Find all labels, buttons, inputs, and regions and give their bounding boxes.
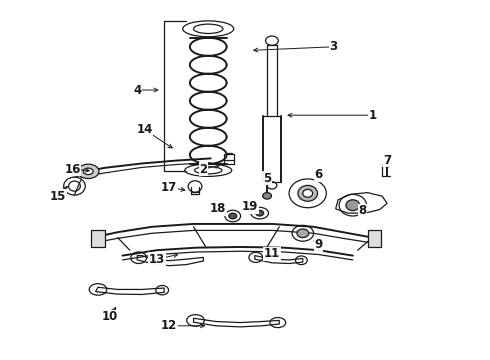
Text: 12: 12 — [161, 319, 177, 332]
Text: 3: 3 — [329, 40, 337, 53]
Text: 7: 7 — [383, 154, 391, 167]
Ellipse shape — [297, 229, 309, 238]
Ellipse shape — [298, 185, 318, 201]
Text: 4: 4 — [133, 84, 141, 96]
Text: 10: 10 — [102, 310, 119, 323]
Text: 13: 13 — [148, 253, 165, 266]
Text: 6: 6 — [315, 168, 322, 181]
Ellipse shape — [77, 164, 99, 179]
Text: 19: 19 — [242, 201, 258, 213]
Text: 5: 5 — [263, 172, 271, 185]
Ellipse shape — [256, 210, 264, 216]
Polygon shape — [368, 230, 381, 247]
Text: 18: 18 — [210, 202, 226, 215]
Text: 2: 2 — [199, 163, 207, 176]
Polygon shape — [91, 230, 105, 247]
Text: 11: 11 — [264, 247, 280, 260]
Text: 16: 16 — [64, 163, 81, 176]
Ellipse shape — [303, 189, 313, 197]
Text: 15: 15 — [49, 190, 66, 203]
Text: 17: 17 — [161, 181, 177, 194]
Text: 14: 14 — [136, 123, 153, 136]
Ellipse shape — [263, 193, 271, 199]
Text: 9: 9 — [315, 238, 322, 251]
Ellipse shape — [346, 200, 360, 211]
Ellipse shape — [83, 168, 93, 175]
Ellipse shape — [229, 213, 237, 219]
Text: 1: 1 — [368, 109, 376, 122]
Text: 8: 8 — [359, 204, 367, 217]
